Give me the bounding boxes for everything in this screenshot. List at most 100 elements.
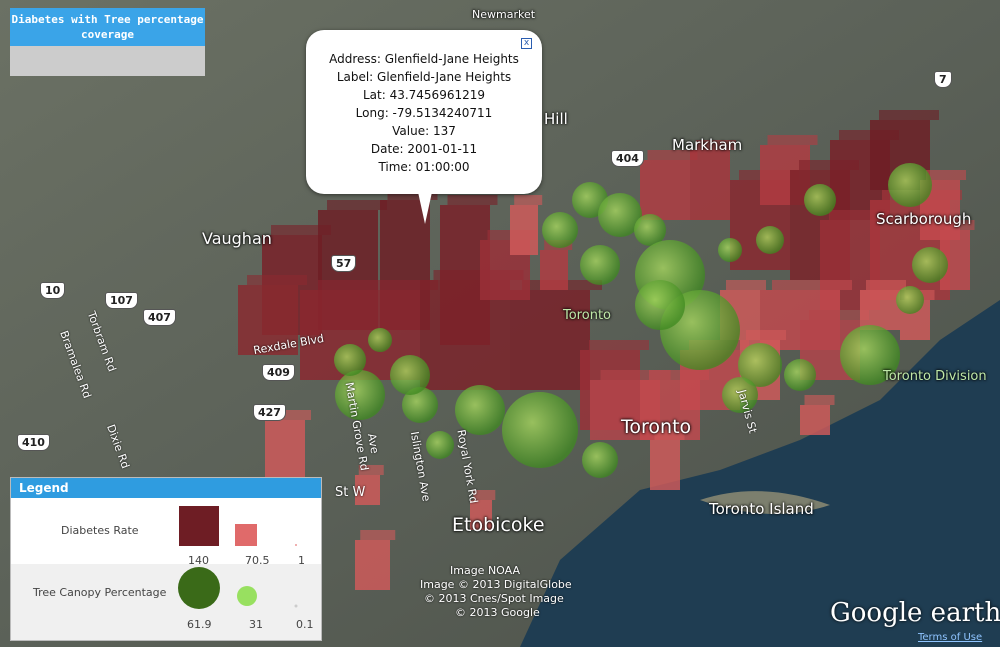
road-sign: 410: [17, 434, 50, 451]
bar-prism: [866, 280, 906, 290]
bar-prism: [589, 340, 649, 350]
bar-prism: [690, 150, 730, 220]
legend-symbol: [295, 544, 297, 546]
sphere: [368, 328, 392, 352]
markers: [238, 110, 975, 590]
legend-value: 70.5: [245, 554, 270, 567]
place-label: Etobicoke: [452, 514, 545, 536]
bar-prism: [649, 370, 709, 380]
bar-prism: [238, 285, 298, 355]
bar-prism: [879, 110, 939, 120]
sphere: [402, 387, 438, 423]
road-sign: 427: [253, 404, 286, 421]
popup: x Address: Glenfield-Jane Heights Label: …: [306, 30, 542, 224]
legend-symbol: [294, 604, 298, 608]
road-sign: 107: [105, 292, 138, 309]
bar-prism: [647, 150, 698, 160]
street-label: St W: [335, 485, 366, 500]
bar-prism: [433, 270, 524, 280]
bar-prism: [473, 490, 496, 500]
popup-tail: [418, 192, 432, 224]
legend-value: 140: [188, 554, 209, 567]
bar-prism: [360, 530, 396, 540]
place-label: Hill: [544, 110, 568, 128]
bar-prism: [510, 290, 590, 390]
popup-line: Value: 137: [392, 124, 456, 138]
sphere: [426, 431, 454, 459]
legend-symbol: [178, 567, 220, 609]
sphere: [756, 226, 784, 254]
attribution: © 2013 Cnes/Spot Image: [424, 592, 564, 605]
bar-prism: [772, 280, 852, 290]
bar-prism: [804, 395, 835, 405]
sphere: [718, 238, 742, 262]
legend-value: 31: [249, 618, 263, 631]
legend-symbol: [179, 506, 219, 546]
bar-prism: [654, 430, 685, 440]
popup-line: Long: -79.5134240711: [355, 106, 493, 120]
sphere: [598, 193, 642, 237]
legend-value: 1: [298, 554, 305, 567]
bar-prism: [640, 160, 690, 220]
bar-prism: [746, 330, 786, 340]
legend-value: 0.1: [296, 618, 314, 631]
sphere: [334, 344, 366, 376]
road-sign: 409: [262, 364, 295, 381]
bar-prism: [540, 250, 568, 290]
sphere: [738, 343, 782, 387]
legend-symbol: [237, 586, 257, 606]
place-label: Newmarket: [472, 8, 536, 21]
place-label: Markham: [672, 136, 743, 154]
legend: Legend Diabetes Rate 140 70.5 1 Tree Can…: [10, 477, 322, 641]
bar-prism: [809, 310, 869, 320]
bar-prism: [387, 190, 438, 200]
bar-prism: [767, 135, 818, 145]
sphere: [912, 247, 948, 283]
bar-prism: [926, 170, 966, 180]
sphere: [542, 212, 578, 248]
popup-lines: Address: Glenfield-Jane Heights Label: Gl…: [306, 50, 542, 176]
legend-label: Diabetes Rate: [61, 524, 139, 537]
sphere: [784, 359, 816, 391]
place-label: Toronto: [621, 416, 692, 438]
place-label: Toronto: [563, 308, 611, 323]
legend-label: Tree Canopy Percentage: [33, 586, 167, 599]
terms-link[interactable]: Terms of Use: [918, 632, 983, 643]
sphere: [804, 184, 836, 216]
bar-prism: [696, 140, 736, 150]
popup-line: Address: Glenfield-Jane Heights: [329, 52, 519, 66]
sphere: [455, 385, 505, 435]
popup-line: Time: 01:00:00: [378, 160, 470, 174]
bar-prism: [327, 200, 387, 210]
bar-prism: [318, 280, 438, 290]
road-sign: 57: [331, 255, 357, 272]
bar-prism: [271, 410, 311, 420]
road-sign: 404: [611, 150, 644, 167]
bar-prism: [355, 475, 380, 505]
bar-prism: [265, 420, 305, 480]
legend-title: Legend: [11, 478, 321, 498]
sphere: [582, 442, 618, 478]
legend-row: Tree Canopy Percentage 61.9 31 0.1: [11, 564, 321, 640]
title: Diabetes with Tree percentage coverage: [10, 8, 205, 46]
close-button[interactable]: x: [521, 38, 532, 49]
sphere: [502, 392, 578, 468]
place-label: Scarborough: [876, 210, 972, 228]
legend-value: 61.9: [187, 618, 212, 631]
bar-prism: [650, 440, 680, 490]
popup-line: Lat: 43.7456961219: [362, 88, 486, 102]
branding: Google earth: [830, 598, 1000, 628]
place-label: Toronto Division: [883, 369, 987, 384]
popup-line: Label: Glenfield-Jane Heights: [336, 70, 512, 84]
sphere: [888, 163, 932, 207]
sphere: [634, 214, 666, 246]
legend-symbols: [178, 567, 298, 609]
bar-prism: [355, 540, 390, 590]
bar-prism: [799, 160, 859, 170]
bar-prism: [860, 290, 900, 330]
sphere: [580, 245, 620, 285]
title-panel: Diabetes with Tree percentage coverage: [10, 8, 205, 76]
road-sign: 407: [143, 309, 176, 326]
popup-line: Date: 2001-01-11: [370, 142, 478, 156]
bar-prism: [829, 210, 889, 220]
